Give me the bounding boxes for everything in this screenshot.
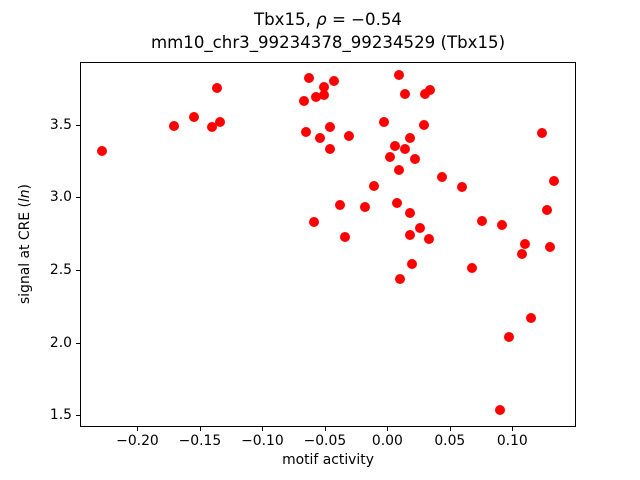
data-point: [544, 241, 555, 252]
y-tick-label: 3.0: [49, 189, 72, 206]
data-point: [314, 132, 325, 143]
y-tick-mark: [76, 269, 80, 271]
x-tick-label: 0.10: [496, 433, 528, 449]
chart-title-line1: Tbx15, ρ = −0.54: [80, 8, 576, 31]
y-label-text: signal at CRE (: [17, 202, 33, 304]
data-point: [308, 216, 319, 227]
data-point: [414, 222, 425, 233]
x-tick-label: 0.00: [371, 433, 403, 449]
data-point: [399, 144, 410, 155]
data-point: [526, 312, 537, 323]
x-tick-mark: [262, 427, 264, 431]
y-tick-label: 2.0: [49, 334, 72, 351]
data-point: [328, 75, 339, 86]
data-point: [214, 116, 225, 127]
x-tick-mark: [449, 427, 451, 431]
data-point: [334, 199, 345, 210]
y-tick-mark: [76, 197, 80, 199]
y-label-ln: ln: [17, 189, 33, 203]
data-point: [339, 231, 350, 242]
data-point: [318, 81, 329, 92]
x-tick-mark: [324, 427, 326, 431]
data-point: [404, 230, 415, 241]
chart-title-line2: mm10_chr3_99234378_99234529 (Tbx15): [150, 33, 506, 52]
data-point: [393, 164, 404, 175]
data-point: [311, 91, 322, 102]
data-point: [168, 120, 179, 131]
title-prefix: Tbx15,: [253, 10, 317, 29]
data-point: [212, 83, 223, 94]
data-point: [404, 208, 415, 219]
y-tick-label: 1.5: [49, 407, 72, 424]
x-tick-mark: [199, 427, 201, 431]
data-point: [404, 132, 415, 143]
plot-area: [80, 62, 576, 427]
data-point: [494, 404, 505, 415]
x-tick-label: −0.05: [303, 433, 347, 449]
data-point: [301, 126, 312, 137]
y-tick-mark: [76, 124, 80, 126]
x-tick-mark: [512, 427, 514, 431]
data-point: [467, 263, 478, 274]
y-axis-label: signal at CRE (ln): [17, 184, 33, 304]
y-tick-label: 3.5: [49, 116, 72, 133]
data-point: [298, 96, 309, 107]
data-point: [517, 248, 528, 259]
data-point: [394, 273, 405, 284]
data-point: [409, 154, 420, 165]
data-point: [477, 215, 488, 226]
data-point: [384, 151, 395, 162]
data-point: [497, 219, 508, 230]
data-point: [324, 122, 335, 133]
data-point: [548, 176, 559, 187]
data-point: [542, 205, 553, 216]
data-point: [324, 144, 335, 155]
y-tick-label: 2.5: [49, 261, 72, 278]
title-rho-symbol: ρ: [316, 10, 327, 29]
data-point: [389, 141, 400, 152]
data-point: [318, 90, 329, 101]
x-tick-label: −0.10: [241, 433, 284, 449]
x-tick-label: −0.20: [116, 433, 159, 449]
x-tick-mark: [387, 427, 389, 431]
x-tick-label: 0.05: [434, 433, 466, 449]
data-point: [503, 331, 514, 342]
data-point: [343, 131, 354, 142]
data-point: [424, 84, 435, 95]
data-point: [423, 234, 434, 245]
x-tick-mark: [137, 427, 139, 431]
y-tick-mark: [76, 415, 80, 417]
data-point: [457, 182, 468, 193]
y-label-close-paren: ): [17, 184, 33, 190]
data-point: [392, 198, 403, 209]
chart-title: Tbx15, ρ = −0.54 mm10_chr3_99234378_9923…: [80, 8, 576, 54]
data-point: [437, 171, 448, 182]
data-point: [393, 70, 404, 81]
data-point: [407, 259, 418, 270]
data-point: [537, 128, 548, 139]
data-point: [378, 116, 389, 127]
data-point: [419, 88, 430, 99]
data-point: [359, 202, 370, 213]
data-point: [207, 122, 218, 133]
data-point: [418, 119, 429, 130]
data-point: [519, 238, 530, 249]
data-point: [188, 112, 199, 123]
data-point: [97, 145, 108, 156]
data-point: [303, 72, 314, 83]
title-correlation-value: = −0.54: [326, 10, 402, 29]
x-tick-label: −0.15: [178, 433, 222, 449]
data-point: [368, 180, 379, 191]
y-tick-mark: [76, 342, 80, 344]
x-axis-label: motif activity: [282, 452, 374, 468]
data-point: [399, 88, 410, 99]
